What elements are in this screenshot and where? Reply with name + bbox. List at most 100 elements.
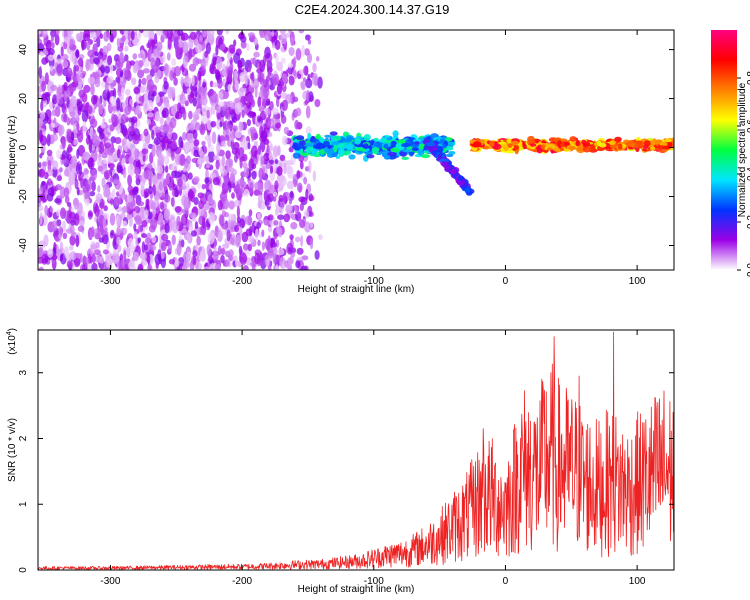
spectrogram-blob (329, 131, 338, 136)
spectrogram-blob (167, 242, 173, 253)
spectrogram-blob (269, 84, 275, 91)
spectrogram-blob (134, 148, 140, 162)
spectrogram-blob (237, 178, 245, 186)
spectrogram-blob (146, 42, 152, 49)
spectrogram-blob (266, 193, 274, 202)
spectrogram-blob (256, 221, 262, 229)
spectrogram-blob (82, 256, 90, 266)
spectrogram-blob (170, 150, 175, 158)
spectrogram-blob (130, 30, 135, 41)
spectrogram-blob (300, 265, 308, 270)
spectrogram-blob (166, 52, 171, 61)
spectrogram-blob (437, 154, 443, 160)
spectrogram-blob (184, 75, 191, 87)
spectrogram-blob (92, 31, 97, 42)
spectrogram-blob (224, 134, 230, 141)
spectrogram-blob (299, 160, 304, 170)
spectrogram-blob (99, 202, 105, 209)
spectrogram-blob (420, 154, 431, 159)
spectrogram-blob (143, 209, 149, 219)
spectrogram-blob (253, 51, 260, 58)
spectrogram-blob (259, 59, 266, 73)
spectrogram-blob (77, 106, 82, 116)
spectrogram-blob (119, 51, 124, 64)
spectrogram-blob (41, 57, 48, 65)
colorbar-tick-label: 0.4 (746, 167, 750, 181)
spectrogram-blob (46, 149, 53, 156)
spectrogram-blob (307, 39, 312, 45)
spectrogram-blob (155, 30, 164, 36)
spectrogram-blob (121, 194, 126, 201)
spectrogram-blob (269, 165, 274, 174)
spectrogram-blob (305, 78, 313, 89)
spectrogram-blob (78, 220, 85, 226)
spectrogram-blob (182, 131, 187, 141)
spectrogram-blob (257, 96, 262, 108)
spectrogram-blob (139, 252, 147, 260)
spectrogram-blob (201, 140, 206, 146)
spectrogram-blobs (38, 30, 674, 270)
spectrogram-blob (118, 213, 122, 227)
spectrogram-blob (88, 140, 93, 154)
spectrogram-blob (168, 258, 175, 265)
spectrogram-blob (59, 253, 64, 262)
spectrogram-blob (439, 138, 445, 144)
spectrogram-blob (163, 178, 167, 191)
spectrogram-blob (146, 118, 151, 125)
spectrogram-blob (63, 187, 70, 198)
spectrogram-blob (75, 162, 80, 175)
spectrogram-y-tick-label: -40 (18, 238, 29, 253)
spectrogram-blob (242, 265, 249, 270)
spectrogram-blob (102, 249, 109, 255)
spectrogram-blob (425, 142, 436, 147)
spectrogram-blob (299, 203, 304, 212)
spectrogram-blob (288, 47, 295, 56)
spectrogram-blob (94, 78, 101, 88)
spectrogram-blob (155, 111, 161, 123)
spectrogram-blob (51, 109, 58, 117)
spectrogram-blob (209, 93, 217, 107)
spectrogram-blob (201, 183, 206, 190)
spectrogram-blob (294, 119, 300, 130)
spectrogram-blob (507, 143, 513, 149)
spectrogram-blob (76, 148, 80, 159)
spectrogram-blob (123, 227, 128, 235)
spectrogram-blob (171, 162, 178, 171)
spectrogram-blob (194, 221, 199, 230)
spectrogram-blob (102, 45, 109, 55)
spectrogram-blob (47, 178, 53, 186)
spectrogram-blob (78, 163, 82, 176)
snr-x-tick-label: 100 (629, 576, 646, 587)
spectrogram-blob (82, 121, 87, 134)
spectrogram-blob (302, 77, 307, 83)
spectrogram-blob (283, 126, 290, 135)
spectrogram-blob (91, 180, 96, 192)
spectrogram-blob (215, 44, 219, 56)
snr-x-tick-label: -300 (100, 576, 120, 587)
spectrogram-blob (100, 64, 105, 74)
spectrogram-blob (202, 81, 207, 88)
spectrogram-blob (208, 150, 215, 163)
spectrogram-blob (101, 153, 108, 159)
spectrogram-blob (81, 263, 86, 270)
spectrogram-blob (275, 53, 279, 66)
spectrogram-blob (69, 251, 77, 261)
spectrogram-blob (276, 83, 283, 95)
spectrogram-blob (231, 192, 235, 199)
spectrogram-blob (41, 93, 47, 102)
spectrogram-blob (38, 168, 46, 178)
spectrogram-blob (67, 144, 72, 154)
spectrogram-blob (141, 77, 147, 86)
spectrogram-blob (115, 60, 121, 70)
spectrogram-blob (103, 169, 111, 180)
spectrogram-blob (540, 144, 546, 150)
spectrogram-blob (298, 68, 304, 75)
spectrogram-blob (568, 145, 576, 151)
spectrogram-blob (107, 153, 115, 166)
spectrogram-blob (199, 193, 208, 205)
spectrogram-blob (224, 237, 232, 246)
spectrogram-blob (73, 138, 78, 146)
spectrogram-blob (210, 104, 216, 115)
spectrogram-blob (227, 213, 234, 221)
snr-scale-exponent: 4 (6, 331, 13, 335)
